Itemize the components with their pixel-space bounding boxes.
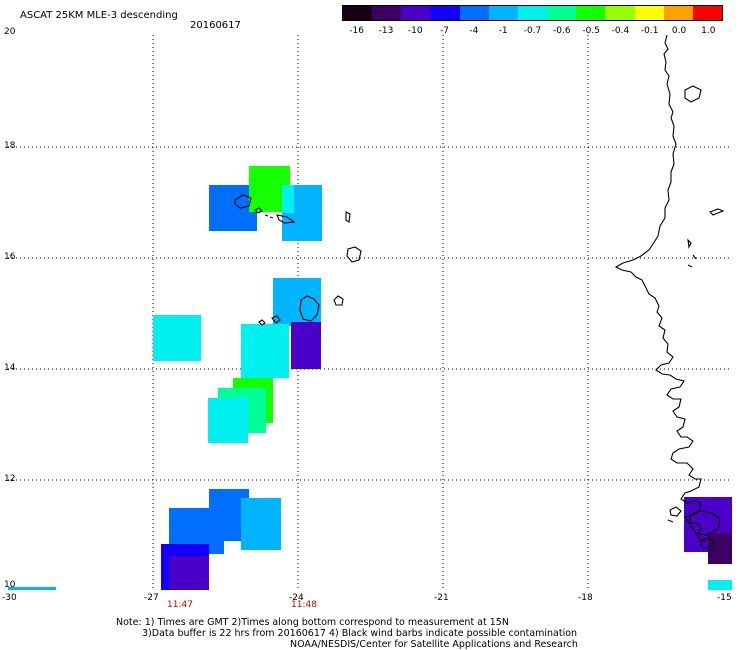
coastal-island	[689, 510, 721, 536]
island-maio	[333, 295, 344, 306]
colorbar-swatch	[576, 6, 606, 20]
note-line: 3)Data buffer is 22 hrs from 20160617 4)…	[142, 628, 578, 639]
x-tick-label: -18	[578, 593, 593, 603]
swath-cell	[241, 324, 289, 378]
island-sao-vicente	[254, 207, 263, 214]
y-tick-label: 14	[4, 363, 16, 373]
credit-line: NOAA/NESDIS/Center for Satellite Applica…	[290, 639, 578, 650]
y-tick-label: 10	[4, 580, 16, 590]
pass-time-label: 11:48	[291, 600, 317, 610]
swath-cell	[291, 322, 321, 369]
swath-cell	[282, 185, 294, 213]
coastal-island	[699, 537, 715, 549]
island-santa-luzia	[264, 214, 274, 219]
colorbar-tick-label: -1	[498, 26, 508, 36]
colorbar	[342, 5, 723, 21]
coastlines	[234, 34, 725, 549]
island-brava	[258, 319, 266, 326]
colorbar-swatch	[372, 6, 402, 20]
colorbar-swatch	[488, 6, 518, 20]
x-tick-label: -24	[289, 593, 304, 603]
colorbar-tick-label: 1.0	[701, 26, 716, 36]
colorbar-swatch	[401, 6, 431, 20]
y-tick-label: 20	[4, 27, 16, 37]
colorbar-swatch	[692, 6, 723, 20]
colorbar-tick-label: -0.6	[553, 26, 571, 36]
colorbar-tick-label: -10	[407, 26, 423, 36]
colorbar-swatch	[634, 6, 664, 20]
colorbar-tick-label: -16	[349, 26, 364, 36]
island-sal	[345, 211, 351, 223]
swath-cell	[273, 278, 321, 326]
coastal-island	[687, 238, 697, 268]
y-tick-label: 16	[4, 252, 16, 262]
map-title: ASCAT 25KM MLE-3 descending	[20, 10, 178, 21]
colorbar-tick-label: -0.5	[582, 26, 600, 36]
colorbar-tick-label: 0.0	[671, 26, 687, 36]
colorbar-swatch	[605, 6, 635, 20]
colorbar-tick-label: -4	[469, 26, 479, 36]
island-fogo	[299, 295, 320, 322]
x-tick-label: -21	[434, 593, 449, 603]
colorbar-swatch	[547, 6, 577, 20]
colorbar-swatch	[517, 6, 548, 20]
colorbar-tick-label: -0.1	[640, 26, 659, 36]
island-santo-antao	[234, 194, 252, 209]
grid-lines	[8, 35, 732, 590]
swath-cell	[208, 398, 248, 443]
y-tick-label: 12	[4, 474, 16, 484]
colorbar-tick-label: -13	[378, 26, 394, 36]
map-date: 20160617	[190, 20, 241, 31]
colorbar-swatch	[459, 6, 489, 20]
island-santiago	[271, 315, 281, 324]
colorbar-swatch	[663, 6, 693, 20]
africa-coastline	[614, 34, 707, 542]
swath-cell	[169, 556, 209, 590]
island-boa-vista	[346, 246, 362, 263]
colorbar-tick-label: -7	[440, 26, 450, 36]
data-swath-cells	[8, 166, 732, 590]
swath-cell	[708, 533, 732, 564]
colorbar-swatch	[430, 6, 460, 20]
swath-cell	[8, 587, 56, 590]
coastal-island	[709, 208, 725, 216]
coastal-island	[667, 506, 682, 523]
note-line: Note: 1) Times are GMT 2)Times along bot…	[116, 617, 509, 628]
island-sao-nicolau	[276, 214, 296, 224]
x-tick-label: -27	[144, 593, 159, 603]
coastal-island	[684, 85, 702, 103]
colorbar-tick-label: -0.7	[523, 26, 542, 36]
x-tick-label: -30	[2, 593, 17, 603]
colorbar-swatch	[343, 6, 373, 20]
swath-cell	[708, 580, 732, 590]
x-tick-label: -15	[717, 593, 732, 603]
y-tick-label: 18	[4, 141, 16, 151]
pass-time-label: 11:47	[167, 600, 193, 610]
swath-cell	[241, 498, 281, 550]
colorbar-tick-label: -0.4	[611, 26, 630, 36]
swath-cell	[153, 315, 201, 361]
